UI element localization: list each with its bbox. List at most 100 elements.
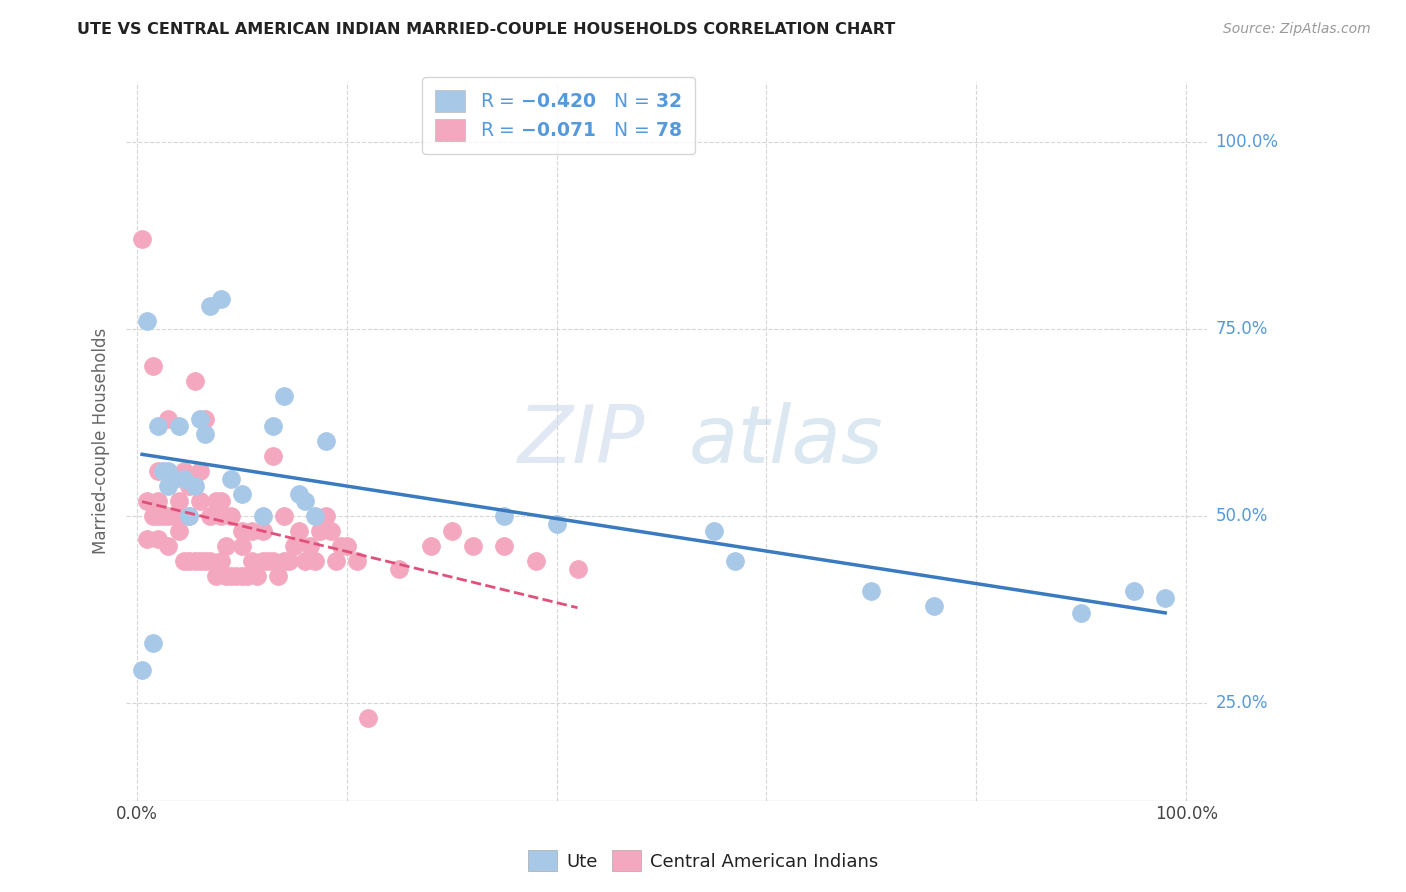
Text: 100.0%: 100.0% [1216,133,1278,151]
Point [167,524,190,538]
Point [141,359,163,374]
Point [179,554,201,568]
Point [262,419,284,434]
Point [136,314,159,328]
Point [278,554,301,568]
Point [200,554,222,568]
Point [461,539,484,553]
Point [219,569,242,583]
Point [257,554,280,568]
Point [200,509,222,524]
Point [273,509,295,524]
Point [136,494,159,508]
Text: 25.0%: 25.0% [1216,694,1268,713]
Y-axis label: Married-couple Households: Married-couple Households [93,328,110,554]
Point [179,479,201,493]
Point [194,426,217,441]
Point [252,509,274,524]
Point [141,509,163,524]
Point [131,663,153,677]
Point [288,524,311,538]
Point [188,411,211,425]
Point [252,524,274,538]
Point [309,524,332,538]
Point [262,554,284,568]
Text: 50.0%: 50.0% [1216,507,1268,525]
Point [209,554,232,568]
Point [167,419,190,434]
Point [173,464,195,478]
Point [240,524,263,538]
Point [183,479,205,493]
Point [283,539,305,553]
Point [388,561,411,575]
Point [304,554,326,568]
Point [179,509,201,524]
Point [703,524,725,538]
Point [209,292,232,306]
Point [146,494,169,508]
Point [136,532,159,546]
Point [188,494,211,508]
Point [209,494,232,508]
Point [724,554,747,568]
Point [215,569,238,583]
Point [173,472,195,486]
Point [419,539,441,553]
Point [267,569,290,583]
Point [315,434,337,449]
Point [157,539,180,553]
Point [131,232,153,246]
Point [1154,591,1177,606]
Point [157,479,180,493]
Point [188,464,211,478]
Point [183,554,205,568]
Point [262,449,284,463]
Point [146,501,169,516]
Point [273,389,295,403]
Point [204,494,226,508]
Point [1122,584,1144,599]
Point [304,509,326,524]
Point [236,569,259,583]
Point [346,554,368,568]
Point [298,539,321,553]
Point [546,516,568,531]
Point [231,486,253,500]
Point [146,509,169,524]
Point [215,539,238,553]
Point [157,509,180,524]
Text: atlas: atlas [689,402,883,480]
Point [219,509,242,524]
Point [152,464,174,478]
Point [173,554,195,568]
Point [209,509,232,524]
Point [157,411,180,425]
Point [325,554,347,568]
Point [294,494,316,508]
Point [494,509,516,524]
Point [524,554,547,568]
Point [167,494,190,508]
Legend: R = $\mathbf{-0.420}$   N = $\mathbf{32}$, R = $\mathbf{-0.071}$   N = $\mathbf{: R = $\mathbf{-0.420}$ N = $\mathbf{32}$,… [422,77,696,153]
Point [141,636,163,650]
Point [204,569,226,583]
Text: UTE VS CENTRAL AMERICAN INDIAN MARRIED-COUPLE HOUSEHOLDS CORRELATION CHART: UTE VS CENTRAL AMERICAN INDIAN MARRIED-C… [77,22,896,37]
Point [157,464,180,478]
Point [231,524,253,538]
Point [330,539,353,553]
Text: ZIP: ZIP [517,402,645,480]
Point [167,509,190,524]
Point [231,569,253,583]
Point [319,524,342,538]
Point [1070,607,1092,621]
Point [231,539,253,553]
Point [162,472,184,486]
Point [152,509,174,524]
Point [494,539,516,553]
Text: 75.0%: 75.0% [1216,320,1268,338]
Point [315,509,337,524]
Legend: Ute, Central American Indians: Ute, Central American Indians [520,843,886,879]
Point [240,554,263,568]
Point [225,569,247,583]
